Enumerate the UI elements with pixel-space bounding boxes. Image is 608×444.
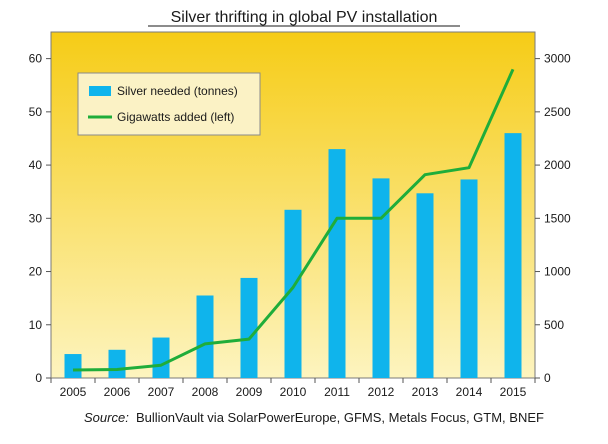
line-layer <box>72 68 515 372</box>
right-tick-label: 500 <box>544 318 564 332</box>
bar-2010 <box>284 209 302 378</box>
right-tick-label: 1000 <box>544 265 571 279</box>
left-tick-label: 30 <box>29 211 43 225</box>
left-axis: 0 10 20 30 40 50 60 <box>29 52 51 385</box>
x-axis: 2005 2006 2007 2008 2009 2010 2011 2012 2013 2014… <box>50 378 536 399</box>
x-tick-label: 2005 <box>60 385 87 399</box>
left-tick-label: 10 <box>29 318 43 332</box>
right-tick-label: 3000 <box>544 52 571 66</box>
x-tick-label: 2012 <box>368 385 395 399</box>
chart-title: Silver thrifting in global PV installati… <box>171 9 438 26</box>
legend-box <box>77 72 261 136</box>
legend: Silver needed (tonnes) Gigawatts added (… <box>77 72 261 136</box>
right-tick-label: 0 <box>544 371 551 385</box>
x-tick-label: 2007 <box>148 385 175 399</box>
bars-layer <box>64 133 522 378</box>
bar-2008 <box>196 295 214 378</box>
x-tick-label: 2013 <box>412 385 439 399</box>
bar-2009 <box>240 277 258 378</box>
bar-2011 <box>328 149 346 378</box>
x-tick-label: 2006 <box>104 385 131 399</box>
bar-2012 <box>372 178 390 378</box>
right-tick-label: 2000 <box>544 158 571 172</box>
gigawatts-line <box>72 68 515 372</box>
legend-line-label: Gigawatts added (left) <box>117 110 234 124</box>
x-tick-label: 2008 <box>192 385 219 399</box>
legend-bar-label: Silver needed (tonnes) <box>117 84 238 98</box>
x-tick-label: 2014 <box>456 385 483 399</box>
left-tick-label: 0 <box>35 371 42 385</box>
bar-2013 <box>416 193 434 378</box>
right-axis: 0 500 1000 1500 2000 2500 3000 <box>535 52 571 385</box>
left-tick-label: 40 <box>29 158 43 172</box>
x-tick-label: 2011 <box>324 385 350 399</box>
left-tick-label: 20 <box>29 265 43 279</box>
left-tick-label: 60 <box>29 52 43 66</box>
source-text: BullionVault via SolarPowerEurope, GFMS,… <box>136 410 544 425</box>
x-tick-label: 2015 <box>500 385 527 399</box>
right-tick-label: 1500 <box>544 211 571 225</box>
x-tick-label: 2009 <box>236 385 263 399</box>
bar-2005 <box>64 354 82 378</box>
left-tick-label: 50 <box>29 105 43 119</box>
bar-2006 <box>108 349 126 378</box>
bar-2007 <box>152 337 170 378</box>
source-label: Source: <box>84 410 129 425</box>
bar-2014 <box>460 179 478 378</box>
bar-2015 <box>504 133 522 378</box>
right-tick-label: 2500 <box>544 105 571 119</box>
x-tick-label: 2010 <box>280 385 307 399</box>
legend-bar-swatch <box>89 86 111 96</box>
